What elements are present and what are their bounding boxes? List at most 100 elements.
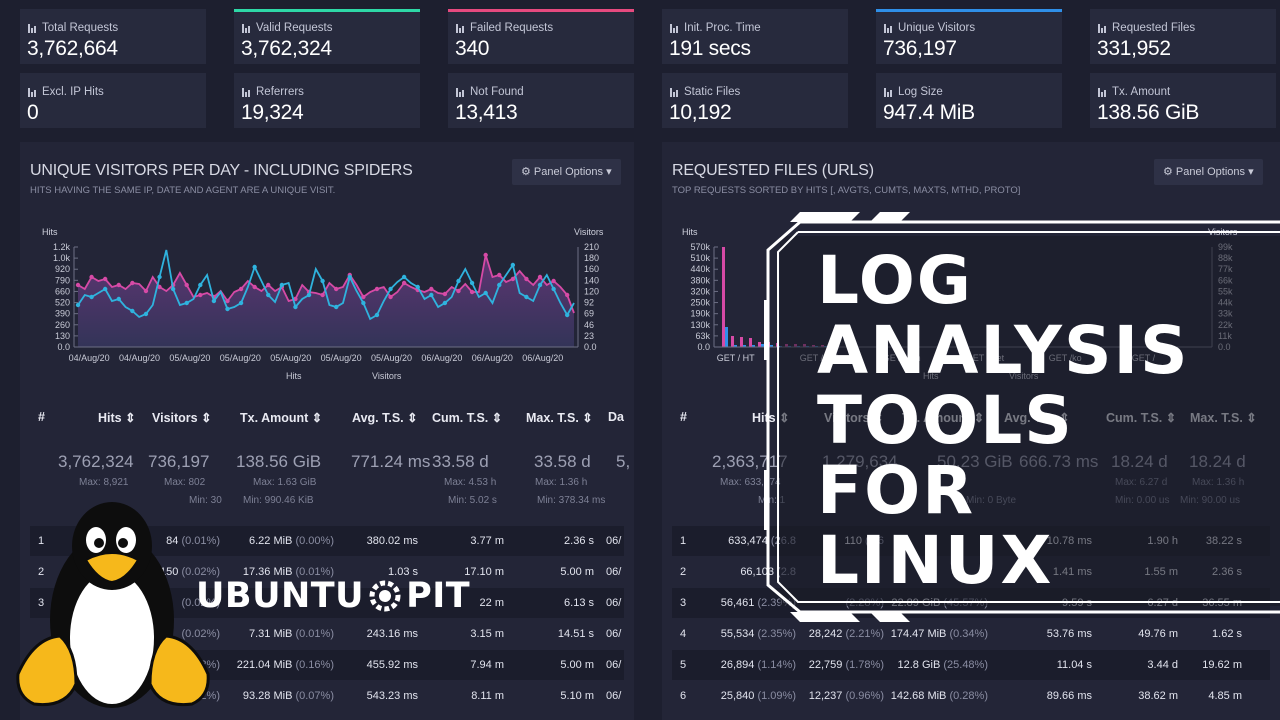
hits-point[interactable] bbox=[524, 276, 529, 282]
visitors-point[interactable] bbox=[211, 298, 217, 304]
hits-point[interactable] bbox=[361, 294, 366, 300]
visitors-bar[interactable] bbox=[761, 344, 764, 347]
hits-point[interactable] bbox=[320, 292, 325, 298]
hits-point[interactable] bbox=[388, 294, 393, 300]
column-header[interactable]: Avg. T.S. ⇕ bbox=[352, 411, 418, 425]
table-row[interactable]: (0.02%) 7.31 MiB (0.01%) 243.16 ms 3.15 m 14… bbox=[30, 619, 624, 649]
visitors-bar[interactable] bbox=[734, 345, 737, 347]
visitors-point[interactable] bbox=[551, 286, 556, 292]
visitors-point[interactable] bbox=[306, 292, 312, 298]
hits-point[interactable] bbox=[143, 288, 149, 294]
hits-point[interactable] bbox=[565, 292, 570, 298]
hits-point[interactable] bbox=[75, 282, 81, 288]
hits-point[interactable] bbox=[130, 280, 135, 286]
column-header[interactable]: Hits ⇕ bbox=[98, 411, 136, 425]
hits-point[interactable] bbox=[551, 278, 556, 284]
hits-bar[interactable] bbox=[767, 342, 770, 347]
visitors-point[interactable] bbox=[415, 284, 420, 290]
hits-bar[interactable] bbox=[740, 337, 743, 347]
column-header[interactable]: Cum. T.S. ⇕ bbox=[432, 411, 503, 425]
column-header[interactable]: Cum. T.S. ⇕ bbox=[1106, 411, 1177, 425]
hits-point[interactable] bbox=[374, 286, 380, 292]
visitors-point[interactable] bbox=[429, 292, 434, 298]
column-header[interactable]: # bbox=[38, 410, 45, 424]
visitors-point[interactable] bbox=[252, 264, 257, 270]
hits-point[interactable] bbox=[184, 282, 189, 288]
hits-point[interactable] bbox=[497, 272, 502, 278]
visitors-point[interactable] bbox=[497, 282, 502, 288]
column-header[interactable]: Visitors ⇕ bbox=[152, 411, 212, 425]
visitors-point[interactable] bbox=[238, 300, 244, 306]
column-header[interactable]: Max. T.S. ⇕ bbox=[526, 411, 593, 425]
visitors-point[interactable] bbox=[333, 304, 339, 310]
visitors-point[interactable] bbox=[293, 304, 298, 310]
hits-point[interactable] bbox=[89, 274, 94, 280]
hits-point[interactable] bbox=[510, 276, 516, 282]
column-header[interactable]: Da bbox=[608, 410, 624, 424]
visitors-point[interactable] bbox=[143, 311, 149, 317]
panel-options-button[interactable]: ⚙ Panel Options ▾ bbox=[1154, 159, 1263, 185]
visitors-point[interactable] bbox=[401, 274, 407, 280]
visitors-point[interactable] bbox=[320, 278, 325, 284]
visitors-point[interactable] bbox=[510, 262, 516, 268]
hits-point[interactable] bbox=[442, 291, 448, 297]
hits-bar[interactable] bbox=[731, 336, 734, 347]
visitors-point[interactable] bbox=[102, 286, 108, 292]
visitors-point[interactable] bbox=[170, 286, 176, 292]
hits-point[interactable] bbox=[401, 280, 407, 286]
visitors-point[interactable] bbox=[524, 294, 529, 300]
visitors-point[interactable] bbox=[279, 282, 285, 288]
visitors-point[interactable] bbox=[456, 278, 461, 284]
hits-point[interactable] bbox=[483, 252, 488, 258]
visitors-point[interactable] bbox=[157, 274, 162, 280]
visitors-point[interactable] bbox=[442, 300, 448, 306]
hits-point[interactable] bbox=[266, 282, 271, 288]
visitors-point[interactable] bbox=[537, 282, 543, 288]
hits-bar[interactable] bbox=[758, 342, 761, 347]
hits-point[interactable] bbox=[333, 286, 339, 292]
visitors-point[interactable] bbox=[116, 296, 121, 302]
visitors-point[interactable] bbox=[469, 280, 475, 286]
visitors-point[interactable] bbox=[347, 274, 352, 280]
visitors-point[interactable] bbox=[198, 282, 203, 288]
hits-point[interactable] bbox=[102, 276, 108, 282]
visitors-point[interactable] bbox=[75, 302, 81, 308]
visitors-point[interactable] bbox=[266, 292, 271, 298]
hits-bar[interactable] bbox=[776, 343, 779, 347]
visitors-bar[interactable] bbox=[743, 345, 746, 347]
hits-point[interactable] bbox=[198, 292, 203, 298]
hits-bar[interactable] bbox=[749, 338, 752, 347]
hits-point[interactable] bbox=[238, 286, 244, 292]
panel-options-button[interactable]: ⚙ Panel Options ▾ bbox=[512, 159, 621, 185]
column-header[interactable]: # bbox=[680, 410, 687, 424]
hits-point[interactable] bbox=[157, 284, 162, 290]
visitors-point[interactable] bbox=[361, 300, 366, 306]
visitors-point[interactable] bbox=[565, 312, 570, 318]
hits-point[interactable] bbox=[429, 286, 434, 292]
visitors-point[interactable] bbox=[374, 312, 380, 318]
visitors-point[interactable] bbox=[130, 308, 135, 314]
table-cell: 380.02 ms bbox=[367, 535, 418, 547]
hits-point[interactable] bbox=[225, 298, 230, 304]
hits-point[interactable] bbox=[537, 274, 543, 280]
column-header[interactable]: Tx. Amount ⇕ bbox=[240, 411, 323, 425]
visitors-point[interactable] bbox=[184, 300, 189, 306]
visitors-point[interactable] bbox=[483, 290, 488, 296]
hits-point[interactable] bbox=[456, 288, 461, 294]
hits-point[interactable] bbox=[252, 284, 257, 290]
visitors-bar[interactable] bbox=[725, 327, 728, 347]
column-header[interactable]: Max. T.S. ⇕ bbox=[1190, 411, 1257, 425]
table-cell: 5.00 m bbox=[560, 659, 594, 671]
visitors-point[interactable] bbox=[89, 294, 94, 300]
column-header[interactable]: Hits ⇕ bbox=[752, 411, 790, 425]
hits-point[interactable] bbox=[469, 289, 475, 295]
hits-bar[interactable] bbox=[722, 247, 725, 347]
table-row[interactable]: 4 55,534 (2.35%) 28,242 (2.21%) 174.47 MiB … bbox=[672, 619, 1270, 649]
hits-point[interactable] bbox=[116, 282, 121, 288]
visitors-point[interactable] bbox=[225, 306, 230, 312]
table-row[interactable]: 6 25,840 (1.09%) 12,237 (0.96%) 142.68 MiB … bbox=[672, 681, 1270, 711]
visitors-bar[interactable] bbox=[752, 345, 755, 347]
visitors-point[interactable] bbox=[388, 286, 393, 292]
table-cell: (0.02%) bbox=[181, 628, 220, 640]
table-row[interactable]: 5 26,894 (1.14%) 22,759 (1.78%) 12.8 GiB (2… bbox=[672, 650, 1270, 680]
